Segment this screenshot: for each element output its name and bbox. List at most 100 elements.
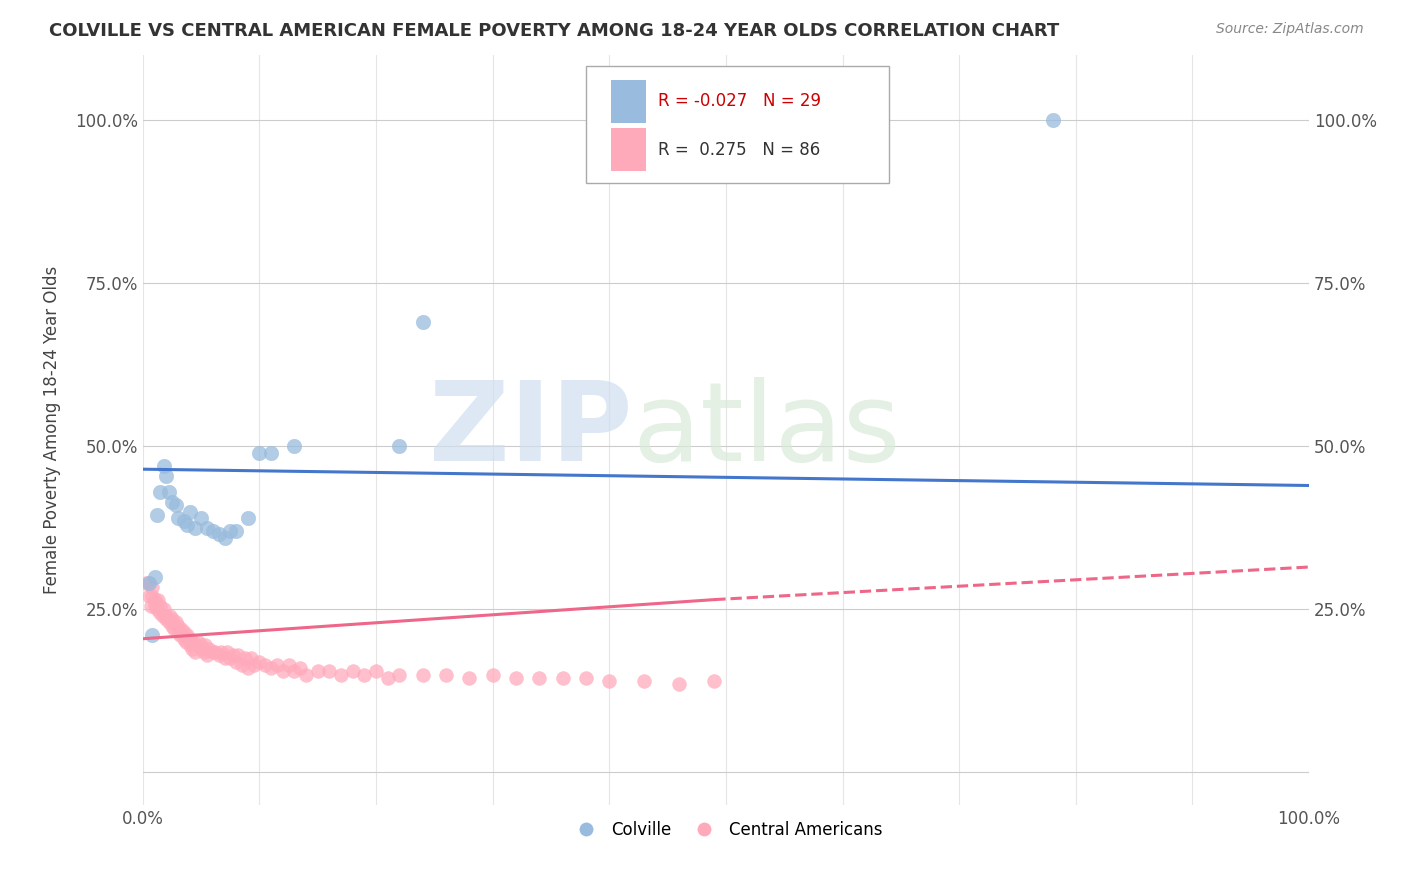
- Point: [703, 674, 725, 689]
- Text: ZIP: ZIP: [429, 376, 633, 483]
- Point: [157, 615, 180, 630]
- Point: [219, 651, 242, 665]
- Point: [240, 651, 263, 665]
- Legend: Colville, Central Americans: Colville, Central Americans: [562, 814, 890, 846]
- Point: [187, 635, 209, 649]
- Point: [242, 657, 264, 672]
- Point: [505, 671, 527, 685]
- Point: [228, 648, 250, 662]
- Point: [283, 665, 305, 679]
- Point: [236, 511, 259, 525]
- Point: [231, 657, 253, 672]
- Point: [184, 521, 207, 535]
- Point: [180, 641, 202, 656]
- Point: [412, 316, 434, 330]
- Point: [330, 667, 353, 681]
- Point: [173, 514, 195, 528]
- Point: [174, 635, 197, 649]
- Point: [139, 599, 162, 614]
- Point: [249, 655, 271, 669]
- Point: [179, 505, 201, 519]
- Point: [138, 590, 160, 604]
- Point: [176, 517, 198, 532]
- Point: [318, 665, 340, 679]
- Point: [307, 665, 329, 679]
- Point: [481, 667, 503, 681]
- Text: Source: ZipAtlas.com: Source: ZipAtlas.com: [1216, 22, 1364, 37]
- Point: [219, 524, 242, 538]
- Point: [388, 439, 411, 453]
- Point: [160, 618, 183, 632]
- Point: [434, 667, 457, 681]
- FancyBboxPatch shape: [586, 66, 889, 183]
- Point: [176, 628, 198, 642]
- Point: [155, 612, 177, 626]
- Point: [155, 468, 177, 483]
- Point: [166, 625, 188, 640]
- Point: [173, 625, 195, 640]
- Text: R =  0.275   N = 86: R = 0.275 N = 86: [658, 141, 821, 159]
- Point: [143, 599, 166, 614]
- Point: [173, 632, 195, 646]
- Point: [366, 665, 388, 679]
- Point: [208, 648, 231, 662]
- Point: [149, 599, 172, 614]
- Y-axis label: Female Poverty Among 18-24 Year Olds: Female Poverty Among 18-24 Year Olds: [44, 266, 60, 594]
- Point: [598, 674, 620, 689]
- Point: [214, 651, 236, 665]
- Point: [221, 648, 243, 662]
- Point: [283, 439, 305, 453]
- Point: [165, 615, 187, 630]
- Point: [235, 651, 257, 665]
- Point: [190, 511, 212, 525]
- Point: [266, 657, 288, 672]
- FancyBboxPatch shape: [610, 128, 645, 171]
- Point: [254, 657, 277, 672]
- FancyBboxPatch shape: [610, 80, 645, 122]
- Point: [152, 608, 174, 623]
- Point: [179, 632, 201, 646]
- Point: [1042, 113, 1064, 128]
- Point: [551, 671, 574, 685]
- Point: [141, 590, 163, 604]
- Point: [141, 628, 163, 642]
- Point: [225, 524, 247, 538]
- Point: [159, 608, 181, 623]
- Point: [166, 618, 188, 632]
- Point: [190, 641, 212, 656]
- Point: [295, 667, 318, 681]
- Point: [668, 677, 690, 691]
- Point: [146, 592, 169, 607]
- Point: [153, 458, 176, 473]
- Point: [193, 645, 215, 659]
- Point: [201, 524, 224, 538]
- Point: [214, 531, 236, 545]
- Point: [169, 628, 191, 642]
- Point: [208, 527, 231, 541]
- Point: [157, 485, 180, 500]
- Text: COLVILLE VS CENTRAL AMERICAN FEMALE POVERTY AMONG 18-24 YEAR OLDS CORRELATION CH: COLVILLE VS CENTRAL AMERICAN FEMALE POVE…: [49, 22, 1060, 40]
- Point: [353, 667, 375, 681]
- Point: [201, 645, 224, 659]
- Point: [179, 638, 201, 652]
- Point: [290, 661, 312, 675]
- Point: [153, 602, 176, 616]
- Point: [412, 667, 434, 681]
- Point: [575, 671, 598, 685]
- Point: [143, 592, 166, 607]
- Point: [633, 674, 655, 689]
- Text: R = -0.027   N = 29: R = -0.027 N = 29: [658, 92, 821, 111]
- Point: [377, 671, 399, 685]
- Point: [388, 667, 411, 681]
- Point: [163, 622, 186, 636]
- Point: [138, 576, 160, 591]
- Point: [204, 645, 226, 659]
- Point: [195, 521, 218, 535]
- Point: [155, 608, 177, 623]
- Point: [166, 511, 188, 525]
- Point: [277, 657, 299, 672]
- Point: [529, 671, 551, 685]
- Point: [149, 606, 172, 620]
- Point: [138, 576, 160, 591]
- Point: [195, 648, 218, 662]
